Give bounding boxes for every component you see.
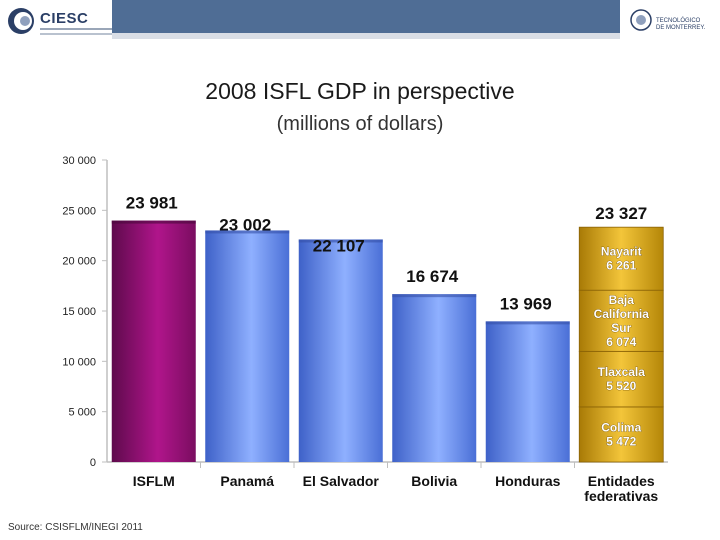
source-note: Source: CSISFLM/INEGI 2011 <box>8 522 143 533</box>
bar-1 <box>205 230 290 462</box>
tec-seal-icon <box>630 9 652 31</box>
category-label-1: Panamá <box>220 473 274 489</box>
stack-segment-label: Baja <box>609 293 635 307</box>
y-tick-label: 0 <box>90 457 96 469</box>
stack-segment-label: 5 520 <box>606 379 636 393</box>
ciesc-logo: CIESC <box>6 6 112 40</box>
tec-logo-line2: DE MONTERREY. <box>656 25 706 31</box>
value-label-4: 13 969 <box>500 294 552 313</box>
y-tick-label: 10 000 <box>62 356 96 368</box>
y-tick-label: 25 000 <box>62 205 96 217</box>
tec-logo-line1: TECNOLÓGICO <box>656 18 701 24</box>
bar-cap-3 <box>392 294 477 298</box>
stack-segment-label: Nayarit <box>601 245 642 259</box>
stack-segment-label: 5 472 <box>606 434 636 448</box>
y-tick-label: 20 000 <box>62 256 96 268</box>
y-tick-label: 15 000 <box>62 306 96 318</box>
bar-cap-2 <box>298 239 383 243</box>
bar-2 <box>298 239 383 462</box>
stack-segment-1 <box>578 350 664 408</box>
bar-3 <box>392 294 477 462</box>
value-label-5: 23 327 <box>595 204 647 223</box>
value-label-2: 22 107 <box>313 236 365 255</box>
category-label-2: El Salvador <box>303 473 380 489</box>
header-underline <box>112 33 620 39</box>
y-tick-label: 30 000 <box>62 155 96 167</box>
chart-bars <box>111 220 664 463</box>
chart-title: 2008 ISFL GDP in perspective <box>205 78 515 104</box>
value-label-1: 23 002 <box>219 215 271 234</box>
category-label-5: Entidades <box>588 473 655 489</box>
header-blue-bar <box>112 0 620 33</box>
value-label-3: 16 674 <box>406 267 459 286</box>
stack-segment-0 <box>578 406 664 463</box>
ciesc-logo-text: CIESC <box>40 10 89 27</box>
bar-cap-1 <box>205 230 290 234</box>
chart-axes: 0 5 000 10 000 15 000 20 000 25 000 30 000 <box>62 155 668 469</box>
category-label-3: Bolivia <box>411 473 457 489</box>
category-label-4: Honduras <box>495 473 561 489</box>
category-label-0: ISFLM <box>133 473 175 489</box>
chart-labels: 23 981 ISFLM 23 002 Panamá 22 107 El Salvador… <box>126 194 659 504</box>
tec-monterrey-logo: TECNOLÓGICO DE MONTERREY. <box>630 8 718 40</box>
stack-segment-3 <box>578 226 664 291</box>
stack-segment-2 <box>578 289 664 352</box>
stack-segment-label: 6 261 <box>606 259 636 273</box>
stack-segment-label: Tlaxcala <box>598 365 646 379</box>
stack-segment-label: Colima <box>601 420 641 434</box>
chart-subtitle: (millions of dollars) <box>276 113 444 135</box>
value-label-0: 23 981 <box>126 194 178 213</box>
stack-segment-label: 6 074 <box>606 335 636 349</box>
bar-cap-4 <box>485 321 570 325</box>
stack-segment-label: Sur <box>611 321 631 335</box>
ciesc-logo-icon <box>8 8 34 34</box>
bar-cap-0 <box>111 220 196 224</box>
stack-segment-label: California <box>594 307 650 321</box>
category-label-5: federativas <box>584 488 658 504</box>
y-tick-label: 5 000 <box>68 407 96 419</box>
bar-4 <box>485 321 570 462</box>
bar-0 <box>111 220 196 462</box>
